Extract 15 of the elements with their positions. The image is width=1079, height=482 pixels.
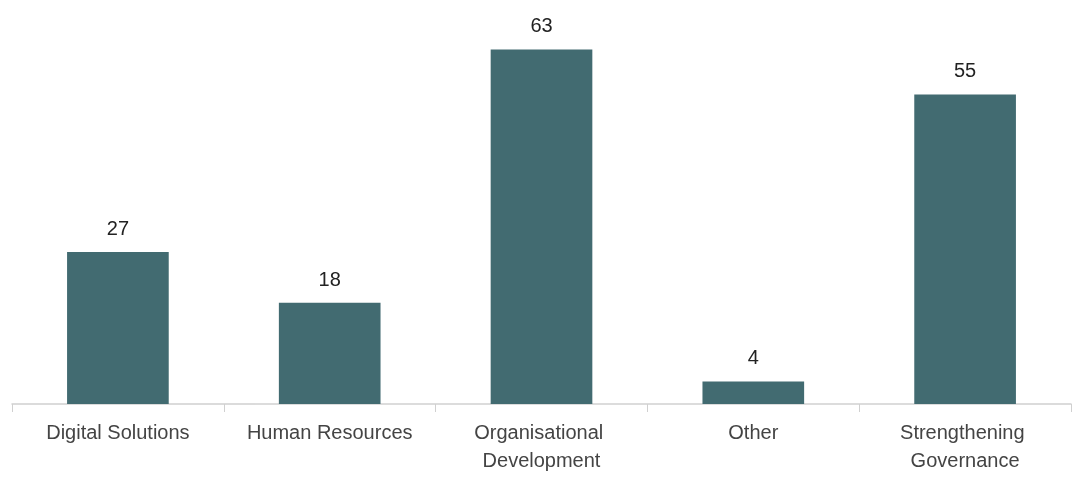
bar [490, 49, 593, 404]
bar [914, 94, 1016, 404]
data-label: 63 [530, 14, 553, 37]
bar [67, 252, 169, 404]
x-tick-label: Other [728, 421, 779, 443]
x-tick-label: Digital Solutions [46, 421, 190, 443]
x-tick-label: Strengthening Governance [900, 421, 1031, 471]
data-label: 55 [953, 59, 977, 82]
x-tick-label: Organisational Development [474, 421, 609, 471]
x-tick-label: Human Resources [246, 421, 413, 443]
data-label: 18 [318, 267, 341, 290]
data-label: 4 [747, 346, 759, 369]
bar [278, 302, 381, 404]
data-label: 27 [106, 217, 130, 240]
bar [702, 381, 805, 404]
